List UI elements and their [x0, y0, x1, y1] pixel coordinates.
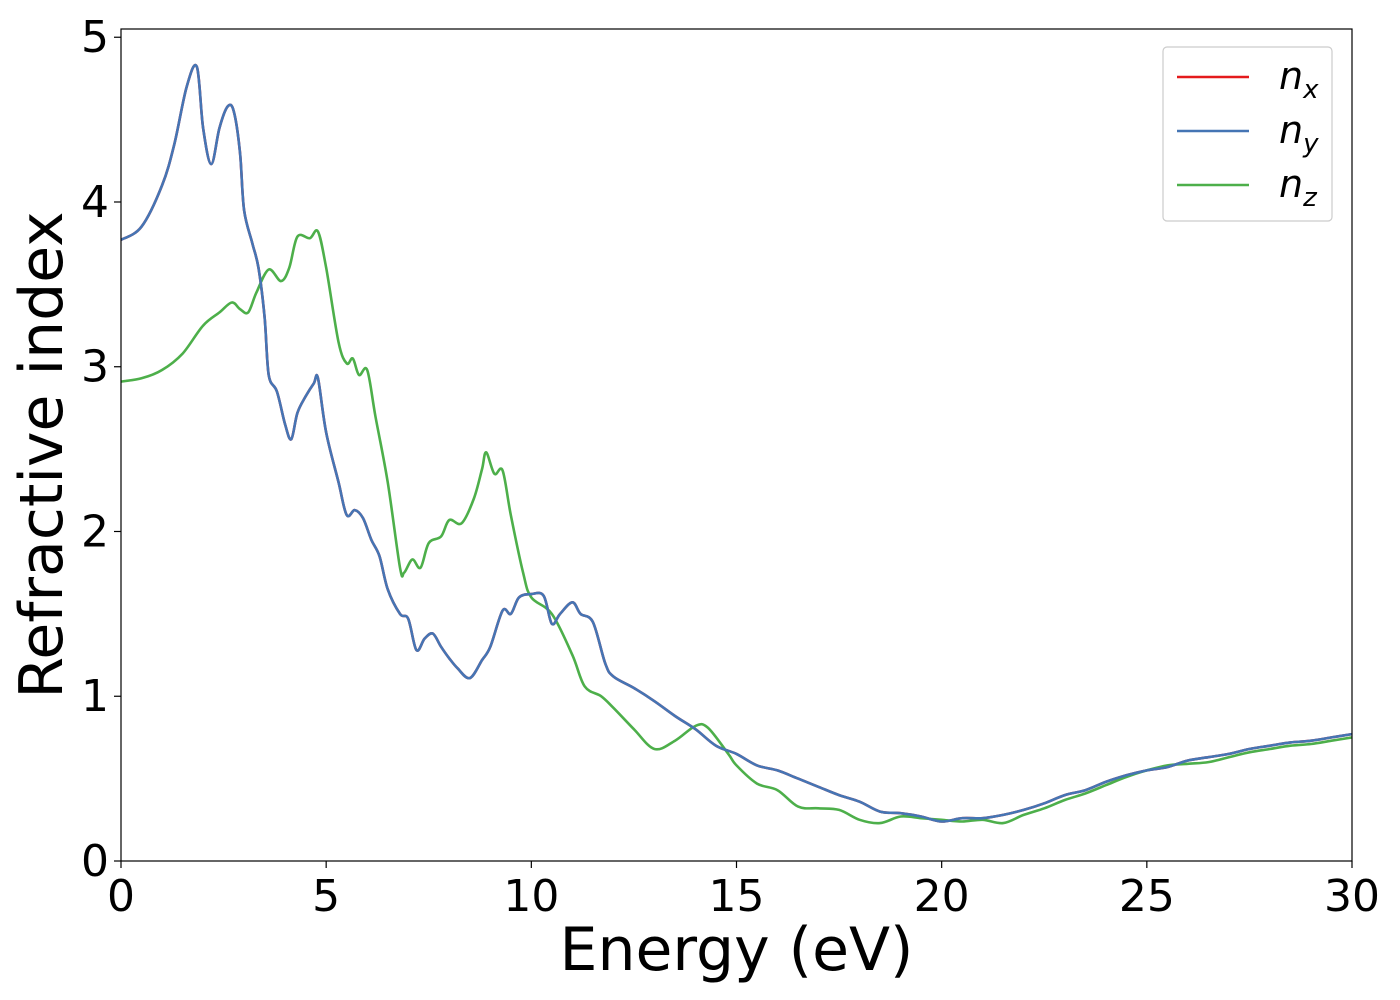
- x-tick-label: 15: [709, 871, 765, 922]
- y-tick-label: 2: [81, 506, 109, 557]
- ticks-layer: 0 5 10 15 20 25 30 0 1 2 3 4 5: [81, 12, 1380, 922]
- y-tick-label: 0: [81, 836, 109, 887]
- series-line-n-z: [121, 229, 1352, 825]
- legend-label-n-z: nz: [1279, 162, 1318, 213]
- y-tick-label: 4: [81, 177, 109, 228]
- y-tick-label: 1: [81, 671, 109, 722]
- series-line-n-y: [121, 63, 1352, 823]
- y-tick-label: 3: [81, 342, 109, 393]
- legend-box: [1162, 46, 1333, 222]
- legend-label-n-x: nx: [1279, 54, 1319, 105]
- y-tick-label: 5: [81, 12, 109, 63]
- y-axis-title: Refractive index: [7, 211, 77, 698]
- x-tick-label: 10: [503, 871, 559, 922]
- series-layer: [121, 63, 1352, 825]
- x-tick-label: 5: [312, 871, 340, 922]
- x-tick-label: 0: [107, 871, 135, 922]
- x-tick-label: 20: [914, 871, 970, 922]
- x-tick-label: 30: [1324, 871, 1380, 922]
- x-tick-label: 25: [1119, 871, 1175, 922]
- x-axis-title: Energy (eV): [560, 915, 914, 985]
- legend-label-n-y: ny: [1279, 108, 1319, 159]
